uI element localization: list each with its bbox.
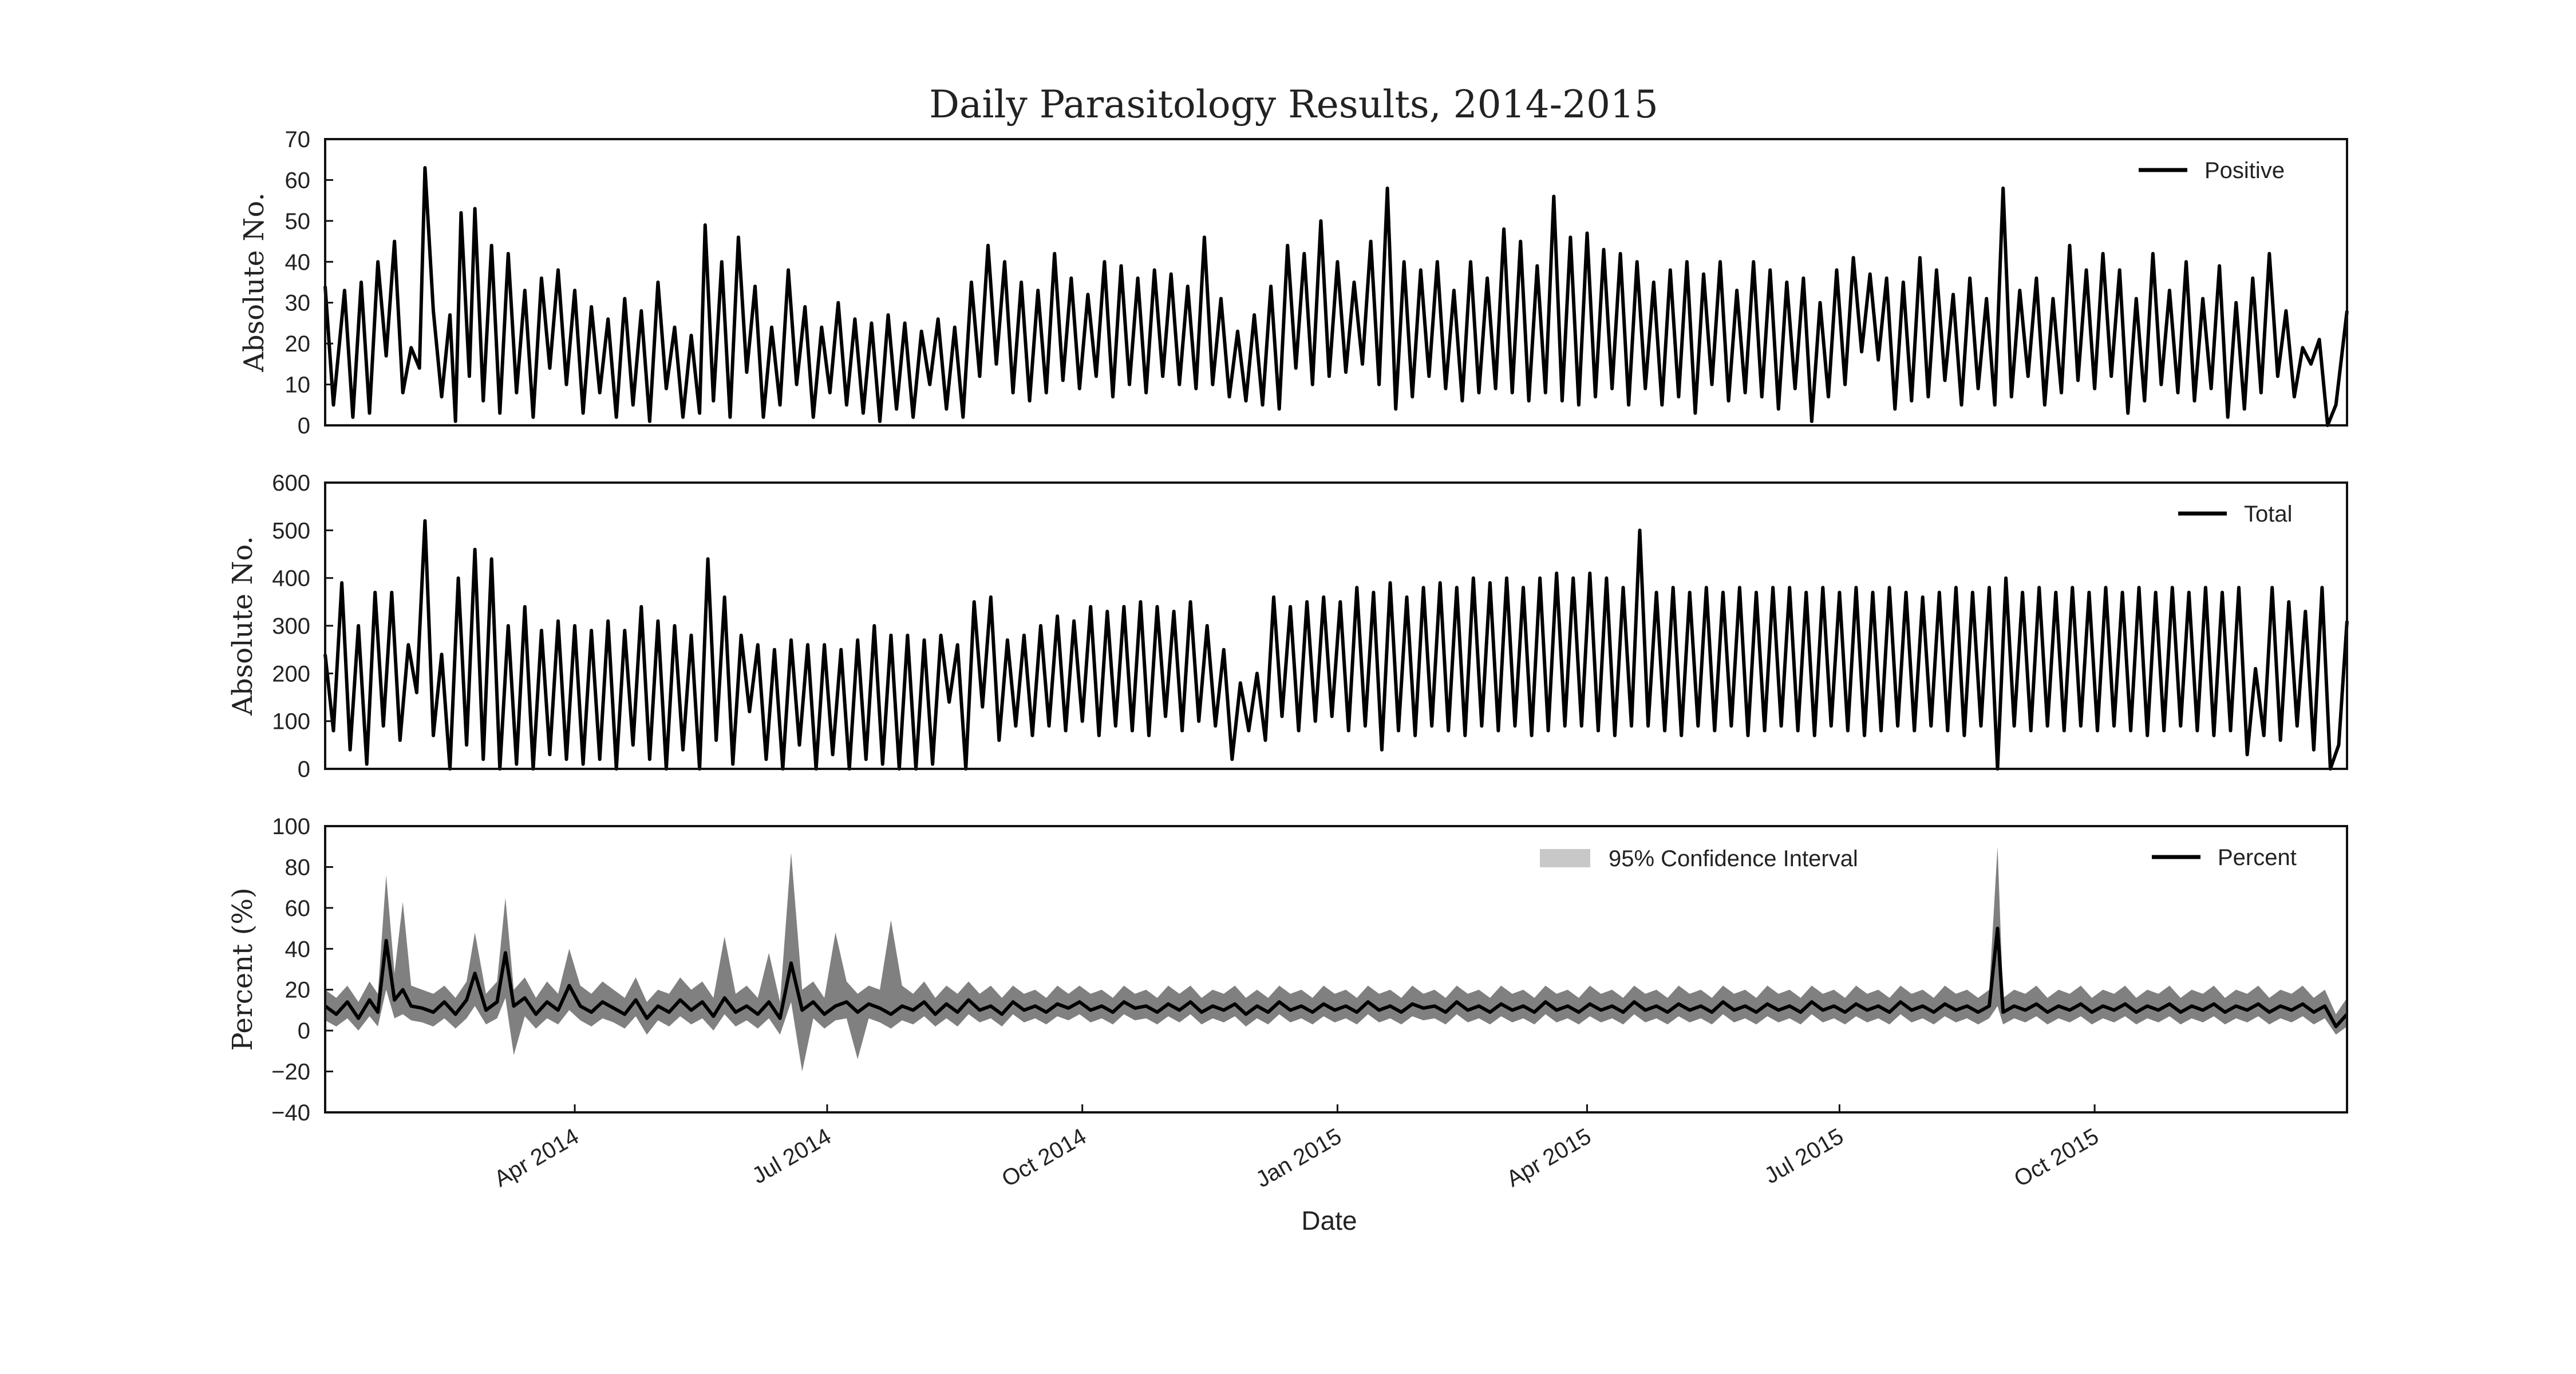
- y-tick-label: 20: [285, 978, 311, 1003]
- legend-label-ci: 95% Confidence Interval: [1609, 846, 1858, 871]
- y-tick-label: 40: [285, 937, 311, 962]
- y-tick-label: 20: [285, 331, 311, 357]
- legend-swatch-ci: [1540, 849, 1590, 867]
- y-tick-label: 100: [272, 709, 310, 735]
- y-tick-label: 200: [272, 661, 310, 686]
- y-tick-label: 50: [285, 209, 311, 234]
- panel-positive: 0 10 20 30 40 50 60 70 Absolute No. Positive: [238, 127, 2349, 439]
- y-tick-label: 500: [272, 518, 310, 543]
- panel-percent: −40 −20 0 20 40 60 80 100 Percent (%) Percent 95% …: [227, 814, 2349, 1193]
- y-tick-label: −40: [271, 1100, 310, 1126]
- plot-frame: [324, 825, 2348, 1114]
- x-tick-label: Jul 2015: [1760, 1124, 1848, 1189]
- plot-frame: [324, 138, 2348, 427]
- y-axis-label: Absolute No.: [238, 192, 270, 372]
- series-line-total: [323, 519, 2349, 771]
- legend-label: Total: [2244, 502, 2293, 527]
- confidence-interval-band: [325, 846, 2347, 1072]
- y-axis-label: Absolute No.: [227, 536, 259, 716]
- series-line-percent: [324, 926, 2349, 1028]
- legend-label: Positive: [2204, 158, 2285, 183]
- panel-total: 0 100 200 300 400 500 600 Absolute No. Total: [227, 471, 2349, 782]
- y-tick-label: 60: [285, 896, 311, 921]
- y-tick-label: 40: [285, 250, 311, 275]
- x-axis-label: Date: [1301, 1206, 1357, 1235]
- y-tick-label: 70: [285, 127, 311, 152]
- y-tick-label: 10: [285, 373, 311, 398]
- x-tick-label: Jul 2014: [748, 1124, 835, 1189]
- x-tick-label: Oct 2015: [2010, 1124, 2103, 1192]
- plot-frame: [324, 481, 2348, 770]
- y-tick-label: 300: [272, 614, 310, 639]
- x-tick-label: Jan 2015: [1251, 1124, 1346, 1193]
- y-tick-label: 60: [285, 168, 311, 193]
- y-tick-label: 30: [285, 291, 311, 316]
- y-tick-label: 400: [272, 566, 310, 591]
- y-tick-label: 600: [272, 471, 310, 496]
- y-tick-label: 80: [285, 855, 311, 880]
- x-tick-label: Oct 2014: [998, 1124, 1091, 1192]
- y-tick-label: 100: [272, 814, 310, 839]
- y-tick-label: −20: [271, 1060, 310, 1085]
- y-tick-label: 0: [298, 413, 310, 439]
- panels: 0 10 20 30 40 50 60 70 Absolute No. Positive 0 100 2…: [227, 127, 2349, 1193]
- x-tick-label: Apr 2015: [1502, 1124, 1595, 1192]
- series-line-positive: [323, 166, 2349, 427]
- legend-label: Percent: [2218, 845, 2297, 870]
- y-tick-label: 0: [298, 1018, 310, 1044]
- y-tick-label: 0: [298, 757, 310, 782]
- x-tick-label: Apr 2014: [490, 1124, 583, 1192]
- y-axis-label: Percent (%): [227, 887, 259, 1051]
- chart-title: Daily Parasitology Results, 2014-2015: [929, 82, 1658, 127]
